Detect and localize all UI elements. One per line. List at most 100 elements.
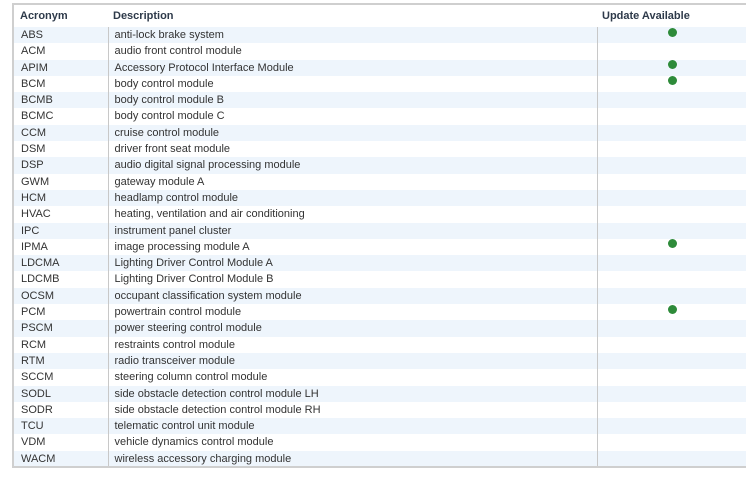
acronym-cell: SODL xyxy=(21,387,51,400)
acronym-cell: DSM xyxy=(21,143,46,156)
table-row[interactable]: HCM headlamp control module xyxy=(14,189,746,207)
update-available-cell xyxy=(596,27,746,44)
update-available-dot-icon xyxy=(667,76,677,86)
update-available-cell xyxy=(596,287,746,305)
acronym-cell: ABS xyxy=(21,29,44,41)
acronym-cell: HCM xyxy=(21,191,47,204)
module-table: Acronym Description Update Available ABS… xyxy=(14,5,746,466)
description-cell: body control module B xyxy=(107,92,597,109)
table-row[interactable]: IPC instrument panel cluster xyxy=(14,222,746,239)
description-cell: Lighting Driver Control Module B xyxy=(107,271,597,288)
update-available-cell xyxy=(596,418,746,435)
table-row[interactable]: IPMA image processing module A xyxy=(14,238,746,256)
description-cell: audio digital signal processing module xyxy=(107,157,597,174)
acronym-cell: SODR xyxy=(21,403,53,416)
table-row[interactable]: APIM Accessory Protocol Interface Module xyxy=(14,59,746,76)
acronym-cell: BCMB xyxy=(21,94,53,107)
description-cell: side obstacle detection control module L… xyxy=(107,385,597,402)
table-header: Acronym Description Update Available xyxy=(14,5,746,27)
table-row[interactable]: ABS anti-lock brake system xyxy=(14,27,746,44)
acronym-cell: IPC xyxy=(21,224,40,237)
table-row[interactable]: PSCM power steering control module xyxy=(14,320,746,337)
update-available-cell xyxy=(596,255,746,272)
update-available-cell xyxy=(596,108,746,125)
table-row[interactable]: LDCMA Lighting Driver Control Module A xyxy=(14,255,746,272)
description-cell: cruise control module xyxy=(107,124,597,142)
table-row[interactable]: OCSM occupant classification system modul… xyxy=(14,287,746,305)
description-cell: vehicle dynamics control module xyxy=(107,434,597,451)
update-available-dot-icon xyxy=(667,27,677,37)
update-available-dot-icon xyxy=(667,304,677,314)
table-row[interactable]: WACM wireless accessory charging module xyxy=(14,450,746,466)
acronym-cell: BCM xyxy=(21,77,46,90)
description-cell: instrument panel cluster xyxy=(107,222,597,239)
description-cell: restraints control module xyxy=(107,336,597,353)
table-row[interactable]: ACM audio front control module xyxy=(14,43,746,60)
update-available-cell xyxy=(596,173,746,190)
table-row[interactable]: CCM cruise control module xyxy=(14,124,746,142)
update-available-cell xyxy=(596,189,746,207)
description-cell: gateway module A xyxy=(107,173,597,190)
table-row[interactable]: DSP audio digital signal processing modul… xyxy=(14,157,746,174)
update-available-cell xyxy=(596,157,746,174)
description-cell: headlamp control module xyxy=(107,189,597,207)
table-row[interactable]: TCU telematic control unit module xyxy=(14,418,746,435)
header-row: Acronym Description Update Available xyxy=(14,5,746,27)
update-available-cell xyxy=(596,124,746,142)
acronym-cell: HVAC xyxy=(21,208,51,221)
acronym-cell: ACM xyxy=(21,45,46,58)
description-cell: wireless accessory charging module xyxy=(107,450,597,466)
table-row[interactable]: RCM restraints control module xyxy=(14,336,746,353)
table-row[interactable]: SODR side obstacle detection control modu… xyxy=(14,401,746,419)
acronym-cell: TCU xyxy=(21,420,44,433)
table-row[interactable]: BCM body control module xyxy=(14,75,746,93)
table-row[interactable]: HVAC heating, ventilation and air conditi… xyxy=(14,206,746,223)
column-header-acronym[interactable]: Acronym xyxy=(20,10,68,22)
description-cell: Accessory Protocol Interface Module xyxy=(107,59,597,76)
table-row[interactable]: BCMB body control module B xyxy=(14,92,746,109)
table-row[interactable]: VDM vehicle dynamics control module xyxy=(14,434,746,451)
column-header-description[interactable]: Description xyxy=(113,10,174,22)
update-available-cell xyxy=(596,450,746,466)
update-available-cell xyxy=(596,271,746,288)
acronym-cell: APIM xyxy=(21,61,48,74)
acronym-cell: PCM xyxy=(21,306,46,319)
description-cell: telematic control unit module xyxy=(107,418,597,435)
acronym-cell: WACM xyxy=(21,452,56,465)
update-available-cell xyxy=(596,59,746,76)
update-available-dot-icon xyxy=(667,60,677,70)
update-available-cell xyxy=(596,385,746,402)
update-available-cell xyxy=(596,352,746,370)
update-available-cell xyxy=(596,401,746,419)
column-header-update-available[interactable]: Update Available xyxy=(602,10,690,22)
acronym-cell: BCMC xyxy=(21,110,54,123)
update-available-cell xyxy=(596,92,746,109)
description-cell: powertrain control module xyxy=(107,304,597,321)
update-available-cell xyxy=(596,75,746,93)
acronym-cell: LDCMB xyxy=(21,273,60,286)
acronym-cell: OCSM xyxy=(21,289,54,302)
module-table-panel: Acronym Description Update Available ABS… xyxy=(12,3,746,468)
table-row[interactable]: PCM powertrain control module xyxy=(14,304,746,321)
description-cell: power steering control module xyxy=(107,320,597,337)
description-cell: audio front control module xyxy=(107,43,597,60)
update-available-cell xyxy=(596,369,746,386)
table-row[interactable]: SCCM steering column control module xyxy=(14,369,746,386)
acronym-cell: PSCM xyxy=(21,322,53,335)
table-row[interactable]: BCMC body control module C xyxy=(14,108,746,125)
table-row[interactable]: SODL side obstacle detection control modu… xyxy=(14,385,746,402)
table-row[interactable]: DSM driver front seat module xyxy=(14,141,746,158)
update-available-cell xyxy=(596,304,746,321)
update-available-cell xyxy=(596,320,746,337)
acronym-cell: LDCMA xyxy=(21,257,60,270)
update-available-cell xyxy=(596,336,746,353)
table-row[interactable]: LDCMB Lighting Driver Control Module B xyxy=(14,271,746,288)
acronym-cell: GWM xyxy=(21,175,50,188)
description-cell: radio transceiver module xyxy=(107,352,597,370)
update-available-cell xyxy=(596,434,746,451)
table-row[interactable]: RTM radio transceiver module xyxy=(14,352,746,370)
acronym-cell: RCM xyxy=(21,338,47,351)
description-cell: Lighting Driver Control Module A xyxy=(107,255,597,272)
table-row[interactable]: GWM gateway module A xyxy=(14,173,746,190)
acronym-cell: DSP xyxy=(21,159,44,172)
